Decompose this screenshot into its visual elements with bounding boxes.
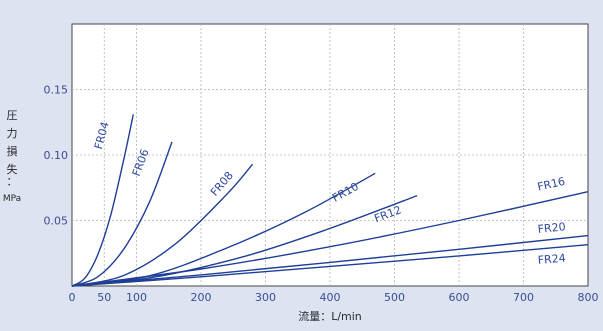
x-tick-label: 500 (384, 291, 405, 304)
y-tick-label: 0.05 (44, 215, 69, 228)
x-tick-label: 300 (255, 291, 276, 304)
series-label: FR24 (537, 252, 566, 267)
series-label: FR16 (536, 175, 566, 194)
y-axis-unit: MPa (3, 194, 21, 204)
series-line (71, 172, 376, 287)
y-axis-title-char: ： (7, 175, 18, 188)
x-tick-labels: 0 50 100 200 300 400 500 600 700 800 (69, 291, 599, 304)
grid-lines (72, 24, 588, 286)
y-axis-title-char: 力 (7, 127, 18, 140)
y-axis-title-char: 圧 (7, 109, 18, 122)
y-tick-label: 0.15 (44, 84, 69, 97)
series-line (71, 114, 134, 287)
x-tick-label: 200 (191, 291, 212, 304)
series-line (71, 141, 173, 287)
x-tick-label: 50 (97, 291, 111, 304)
series-line (71, 244, 589, 287)
x-tick-label: 700 (513, 291, 534, 304)
x-tick-label: 100 (126, 291, 147, 304)
series-line (71, 191, 589, 287)
x-tick-label: 600 (449, 291, 470, 304)
y-tick-labels: 0.05 0.10 0.15 (44, 84, 69, 228)
series-label: FR20 (537, 220, 566, 236)
y-tick-label: 0.10 (44, 149, 69, 162)
series-line (71, 234, 589, 287)
x-tick-label: 800 (578, 291, 599, 304)
y-axis-title-char: 失 (7, 163, 18, 176)
x-tick-label: 0 (69, 291, 76, 304)
y-axis-title-char: 損 (7, 144, 18, 158)
x-tick-label: 400 (320, 291, 341, 304)
x-axis-title: 流量：L/min (298, 309, 362, 323)
series-line (71, 163, 254, 287)
